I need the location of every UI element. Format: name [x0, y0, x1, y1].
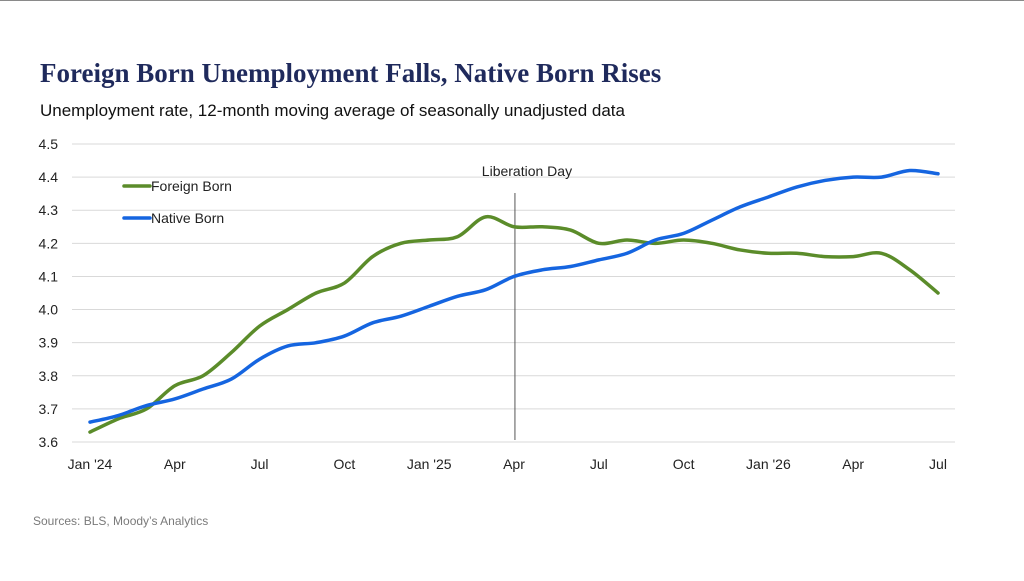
x-tick-label: Oct [334, 456, 356, 472]
y-tick-label: 4.2 [39, 235, 59, 251]
y-tick-label: 3.8 [39, 368, 59, 384]
gridlines [72, 143, 955, 443]
chart-subtitle: Unemployment rate, 12-month moving avera… [40, 101, 625, 120]
y-axis-ticks: 3.6 3.7 3.8 3.9 4.0 4.1 4.2 4.3 4.4 4.5 [39, 136, 59, 450]
annotations: Liberation Day [482, 163, 572, 440]
x-axis-ticks: Jan '24 Apr Jul Oct Jan '25 Apr Jul Oct Jan '26 A… [68, 456, 947, 472]
y-tick-label: 4.4 [39, 169, 59, 185]
y-tick-label: 4.5 [39, 136, 59, 152]
legend: Foreign Born Native Born [122, 178, 232, 226]
source-note: Sources: BLS, Moody’s Analytics [33, 514, 209, 528]
y-tick-label: 3.9 [39, 335, 59, 351]
x-tick-label: Jul [929, 456, 947, 472]
x-tick-label: Jan '26 [746, 456, 791, 472]
x-tick-label: Jul [251, 456, 269, 472]
top-rule [0, 0, 1024, 1]
series-lines [88, 168, 940, 434]
liberation-day-label: Liberation Day [482, 163, 572, 179]
x-tick-label: Jan '25 [407, 456, 452, 472]
legend-label-foreign-born: Foreign Born [151, 178, 232, 194]
x-tick-label: Jan '24 [68, 456, 113, 472]
y-tick-label: 4.1 [39, 268, 59, 284]
x-tick-label: Jul [590, 456, 608, 472]
y-tick-label: 3.6 [39, 434, 59, 450]
chart-title: Foreign Born Unemployment Falls, Native … [40, 58, 662, 88]
x-tick-label: Apr [164, 456, 186, 472]
x-tick-label: Apr [842, 456, 864, 472]
x-tick-label: Apr [503, 456, 525, 472]
x-tick-label: Oct [673, 456, 695, 472]
foreign-born-line [88, 214, 940, 434]
native-born-line [88, 168, 940, 424]
y-tick-label: 4.3 [39, 202, 59, 218]
y-tick-label: 3.7 [39, 401, 59, 417]
y-tick-label: 4.0 [39, 302, 59, 318]
legend-label-native-born: Native Born [151, 210, 224, 226]
